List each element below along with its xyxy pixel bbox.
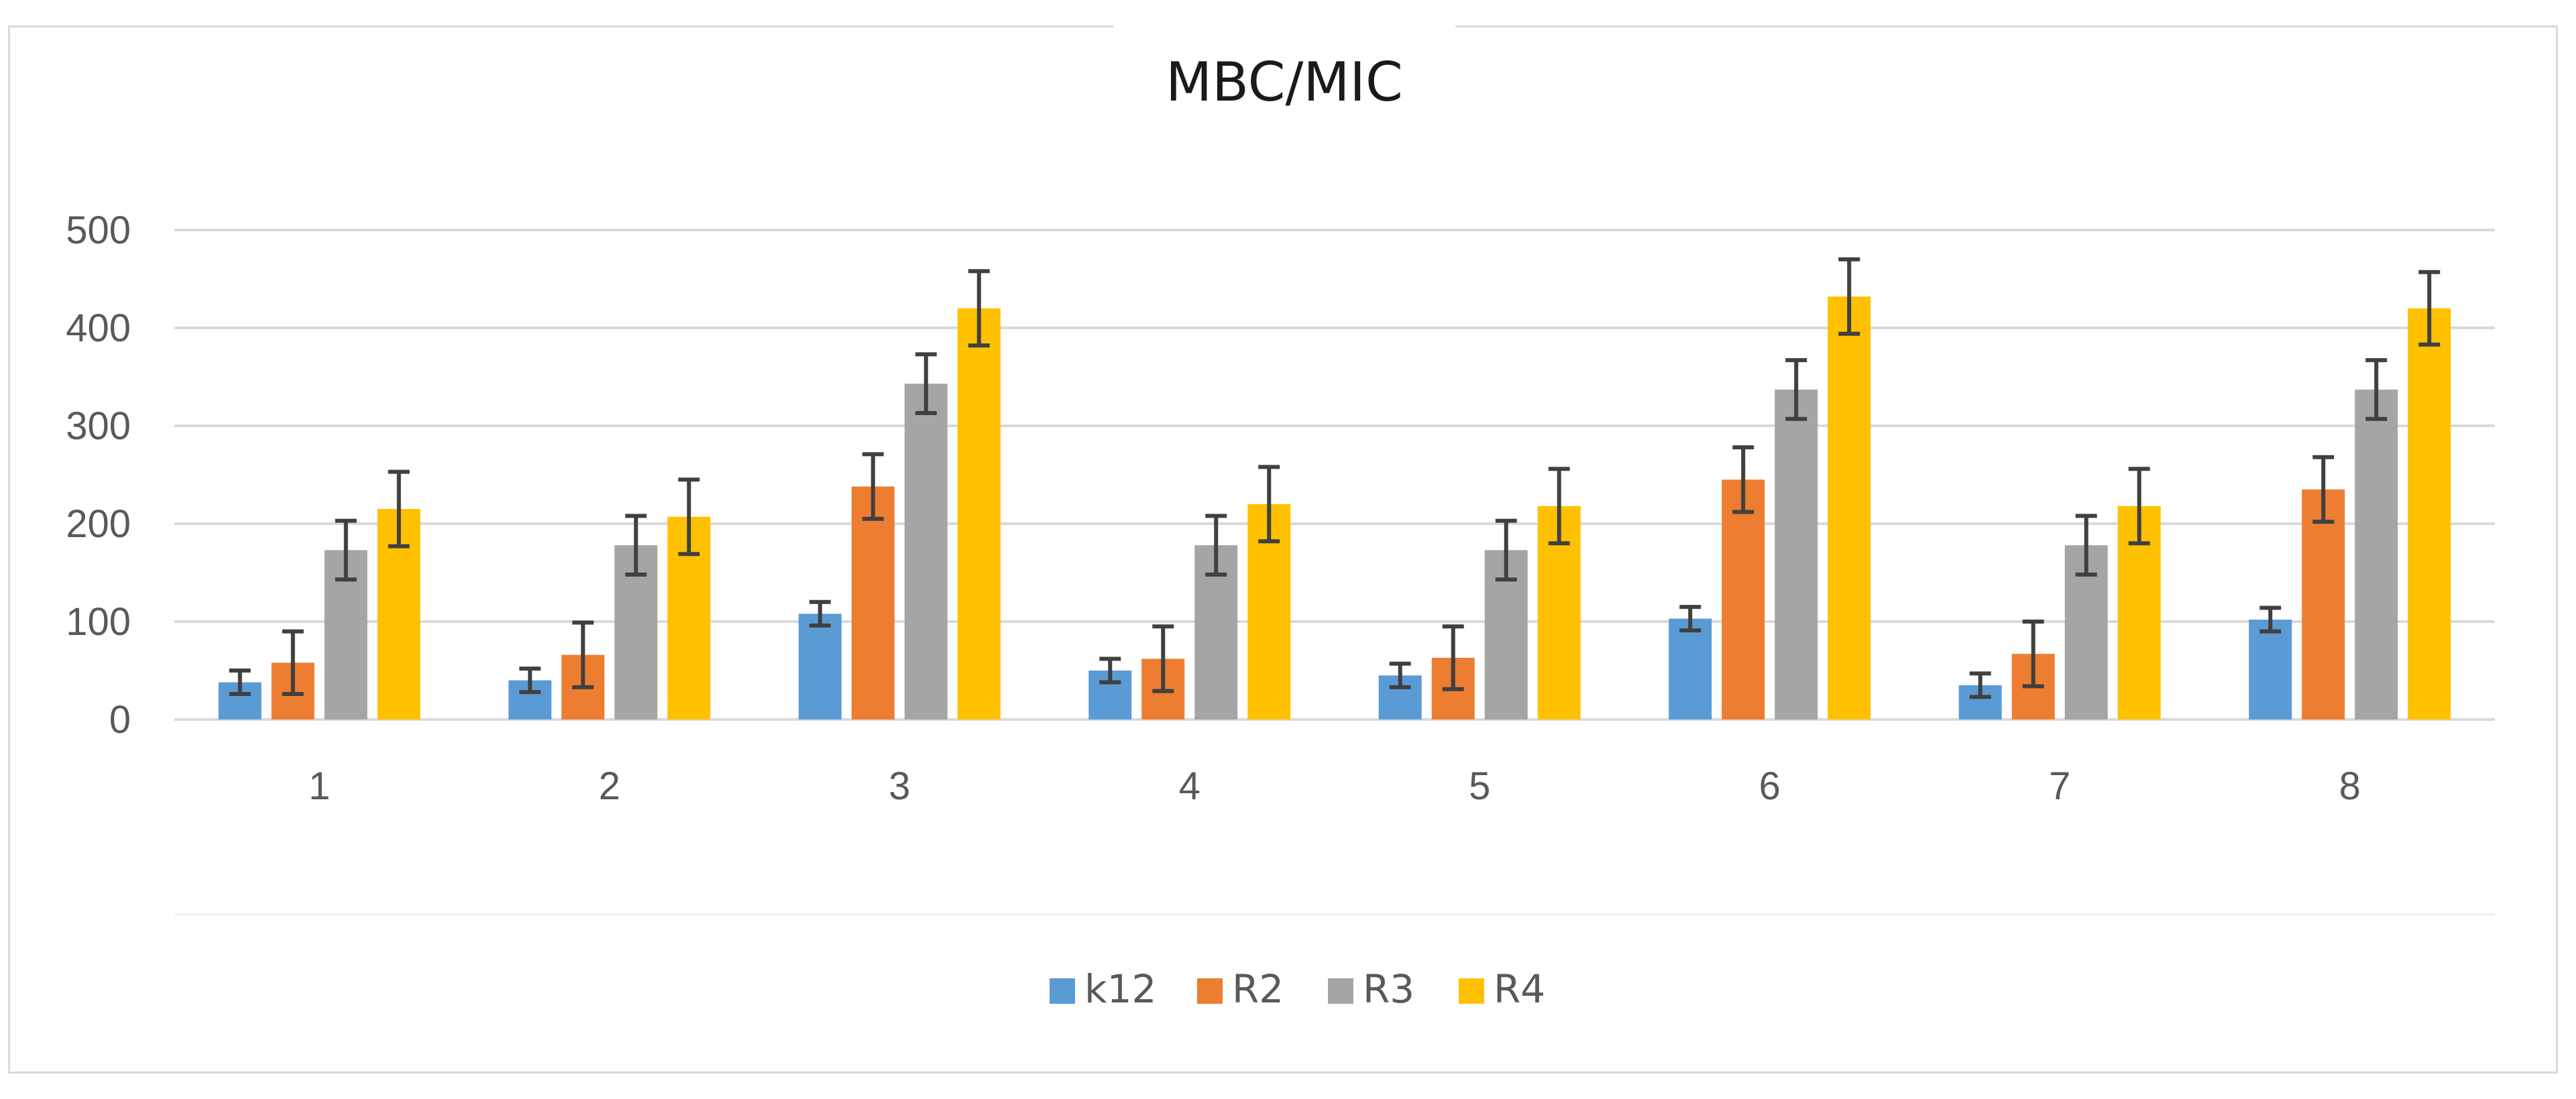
error-bar-R3-7 bbox=[2075, 514, 2097, 577]
x-tick-label-2: 2 bbox=[599, 764, 620, 808]
y-tick-label-0: 0 bbox=[109, 698, 131, 742]
error-bar-k12-2 bbox=[519, 667, 541, 695]
y-tick-label-100: 100 bbox=[66, 600, 131, 644]
x-tick-label-8: 8 bbox=[2339, 764, 2361, 808]
error-bar-k12-5 bbox=[1389, 661, 1411, 689]
error-bar-R3-1 bbox=[335, 518, 357, 582]
error-bar-R2-3 bbox=[862, 452, 884, 521]
error-bar-R2-2 bbox=[572, 620, 594, 689]
legend-label-k12: k12 bbox=[1084, 966, 1156, 1012]
legend-swatch-R3 bbox=[1328, 978, 1353, 1004]
error-bar-R4-7 bbox=[2128, 467, 2150, 546]
error-bar-R3-2 bbox=[625, 514, 647, 577]
legend-label-R3: R3 bbox=[1363, 966, 1414, 1012]
y-axis-ticks: 0 100 200 300 400 500 bbox=[66, 209, 131, 742]
error-bar-R2-7 bbox=[2022, 620, 2044, 689]
legend-label-R2: R2 bbox=[1232, 966, 1284, 1012]
legend-swatch-k12 bbox=[1050, 978, 1075, 1004]
x-axis-ticks: 1 2 3 4 5 6 7 8 bbox=[309, 764, 2361, 808]
bar-R2-6 bbox=[1722, 479, 1765, 719]
error-bar-k12-6 bbox=[1679, 605, 1701, 633]
chart-title: MBC/MIC bbox=[1166, 51, 1403, 113]
bar-k12-8 bbox=[2249, 620, 2292, 719]
legend-label-R4: R4 bbox=[1494, 966, 1545, 1012]
y-tick-label-300: 300 bbox=[66, 404, 131, 448]
bars bbox=[218, 296, 2451, 719]
error-bar-R3-5 bbox=[1495, 518, 1517, 582]
error-bar-R4-4 bbox=[1258, 465, 1280, 544]
x-tick-label-1: 1 bbox=[309, 764, 330, 808]
error-bar-k12-4 bbox=[1099, 656, 1121, 685]
error-bar-R3-4 bbox=[1205, 514, 1227, 577]
legend-swatch-R2 bbox=[1197, 978, 1223, 1004]
error-bar-R2-4 bbox=[1152, 624, 1174, 693]
legend-swatch-R4 bbox=[1459, 978, 1484, 1004]
error-bar-R4-6 bbox=[1838, 257, 1860, 336]
error-bar-R2-1 bbox=[282, 629, 304, 697]
error-bar-R4-5 bbox=[1548, 467, 1570, 546]
bar-R4-6 bbox=[1828, 296, 1871, 719]
y-tick-label-200: 200 bbox=[66, 502, 131, 546]
bar-k12-3 bbox=[798, 614, 842, 719]
error-bar-R4-8 bbox=[2418, 270, 2441, 347]
bar-R4-3 bbox=[957, 308, 1001, 719]
error-bars bbox=[229, 257, 2441, 699]
x-tick-label-7: 7 bbox=[2049, 764, 2070, 808]
x-tick-label-5: 5 bbox=[1469, 764, 1490, 808]
error-bar-R2-8 bbox=[2312, 455, 2335, 524]
bar-R4-8 bbox=[2408, 308, 2451, 719]
title-box bbox=[1113, 21, 1455, 134]
legend: k12 R2 R3 R4 bbox=[1050, 966, 1545, 1012]
x-tick-label-4: 4 bbox=[1179, 764, 1200, 808]
error-bar-R3-6 bbox=[1785, 358, 1807, 421]
bar-R3-3 bbox=[904, 384, 948, 719]
y-tick-label-500: 500 bbox=[66, 209, 131, 252]
bar-R2-3 bbox=[851, 486, 895, 719]
bar-R3-8 bbox=[2355, 389, 2398, 719]
error-bar-R4-1 bbox=[388, 469, 410, 548]
error-bar-R3-8 bbox=[2365, 358, 2388, 421]
bar-R3-6 bbox=[1775, 389, 1818, 719]
error-bar-R3-3 bbox=[915, 352, 937, 416]
error-bar-R2-5 bbox=[1442, 624, 1464, 691]
gridlines bbox=[174, 229, 2495, 721]
error-bar-R4-2 bbox=[678, 477, 700, 557]
bar-R2-8 bbox=[2302, 489, 2345, 719]
error-bar-R2-6 bbox=[1732, 445, 1754, 514]
error-bar-k12-3 bbox=[809, 599, 831, 628]
bar-k12-6 bbox=[1669, 618, 1712, 719]
error-bar-k12-7 bbox=[1969, 671, 1991, 699]
error-bar-k12-8 bbox=[2259, 605, 2282, 634]
error-bar-k12-1 bbox=[229, 669, 251, 697]
x-tick-label-3: 3 bbox=[889, 764, 910, 808]
x-tick-label-6: 6 bbox=[1759, 764, 1781, 808]
y-tick-label-400: 400 bbox=[66, 306, 131, 350]
error-bar-R4-3 bbox=[968, 269, 990, 348]
